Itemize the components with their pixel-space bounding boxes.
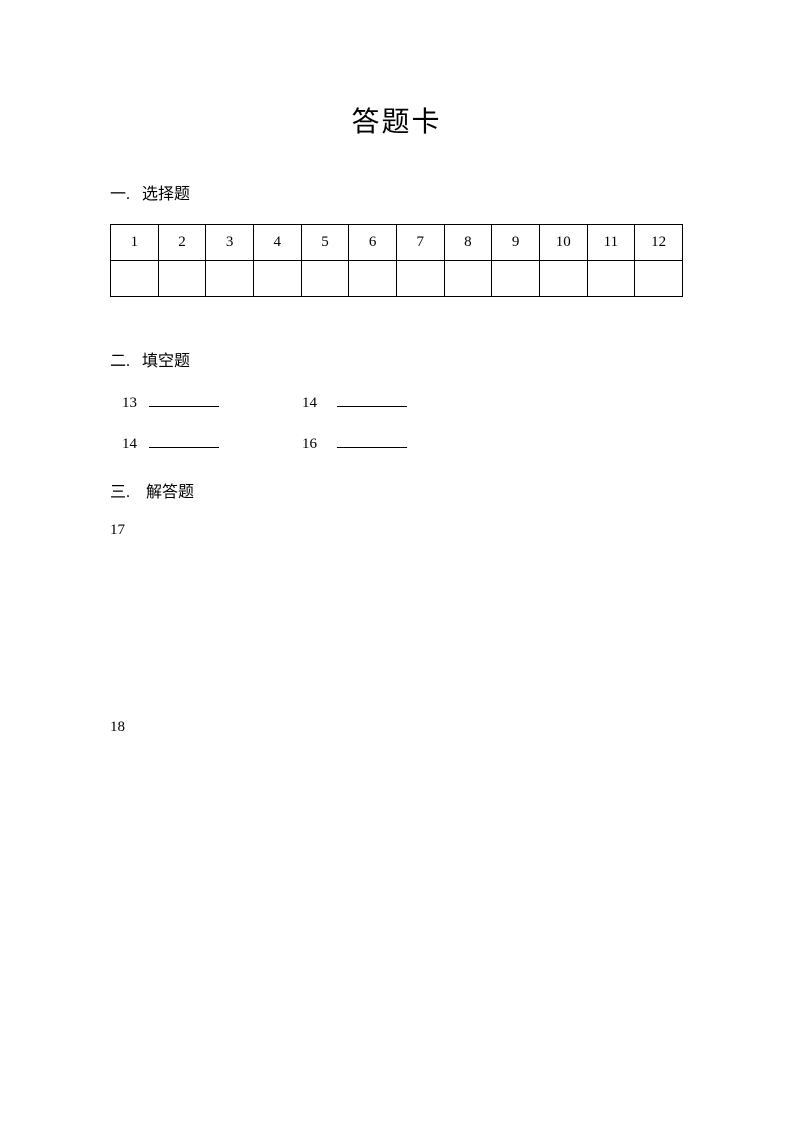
- fill-number: 16: [302, 436, 317, 453]
- section-2-header: 二. 填空题: [110, 347, 683, 371]
- table-cell-empty[interactable]: [111, 261, 159, 297]
- table-cell: 6: [349, 225, 397, 261]
- table-cell: 4: [253, 225, 301, 261]
- choice-answer-table: 1 2 3 4 5 6 7 8 9 10 11 12: [110, 224, 683, 297]
- table-cell-empty[interactable]: [158, 261, 206, 297]
- fill-number: 14: [122, 436, 137, 453]
- fill-blank-line[interactable]: [149, 432, 219, 448]
- section-1-label: 选择题: [142, 186, 190, 203]
- fill-item: 13: [122, 391, 302, 412]
- table-cell-empty[interactable]: [253, 261, 301, 297]
- table-answer-row: [111, 261, 683, 297]
- section-3-header: 三. 解答题: [110, 478, 683, 502]
- section-1-number: 一.: [110, 186, 130, 203]
- section-3-number: 三.: [110, 484, 130, 501]
- table-cell-empty[interactable]: [635, 261, 683, 297]
- section-2-number: 二.: [110, 353, 130, 370]
- page-title: 答题卡: [110, 100, 683, 140]
- fill-item: 14: [302, 391, 407, 412]
- fill-blank-row-2: 14 16: [110, 432, 683, 453]
- table-cell-empty[interactable]: [396, 261, 444, 297]
- table-cell-empty[interactable]: [206, 261, 254, 297]
- table-cell: 7: [396, 225, 444, 261]
- fill-blank-line[interactable]: [337, 391, 407, 407]
- table-cell-empty[interactable]: [444, 261, 492, 297]
- fill-blank-line[interactable]: [149, 391, 219, 407]
- table-cell: 12: [635, 225, 683, 261]
- table-cell: 10: [539, 225, 587, 261]
- table-cell-empty[interactable]: [301, 261, 349, 297]
- table-cell: 1: [111, 225, 159, 261]
- table-cell: 9: [492, 225, 540, 261]
- fill-item: 16: [302, 432, 407, 453]
- table-cell: 5: [301, 225, 349, 261]
- fill-blank-row-1: 13 14: [110, 391, 683, 412]
- fill-number: 13: [122, 395, 137, 412]
- table-cell: 3: [206, 225, 254, 261]
- table-cell-empty[interactable]: [587, 261, 635, 297]
- table-cell-empty[interactable]: [539, 261, 587, 297]
- fill-item: 14: [122, 432, 302, 453]
- fill-blank-line[interactable]: [337, 432, 407, 448]
- table-cell-empty[interactable]: [492, 261, 540, 297]
- section-1-header: 一. 选择题: [110, 180, 683, 204]
- question-number-17: 17: [110, 522, 683, 539]
- question-number-18: 18: [110, 719, 683, 736]
- table-cell: 2: [158, 225, 206, 261]
- fill-number: 14: [302, 395, 317, 412]
- table-cell: 8: [444, 225, 492, 261]
- table-cell: 11: [587, 225, 635, 261]
- section-2-label: 填空题: [142, 353, 190, 370]
- table-cell-empty[interactable]: [349, 261, 397, 297]
- table-header-row: 1 2 3 4 5 6 7 8 9 10 11 12: [111, 225, 683, 261]
- section-3-label: 解答题: [146, 484, 194, 501]
